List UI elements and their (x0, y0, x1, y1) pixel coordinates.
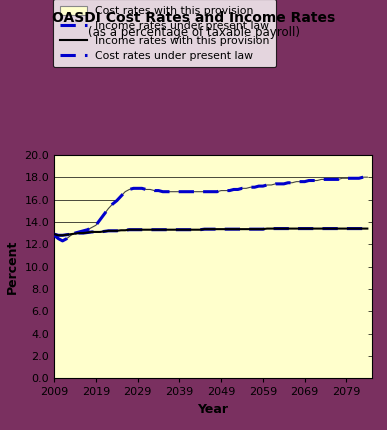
Text: OASDI Cost Rates and Income Rates: OASDI Cost Rates and Income Rates (52, 11, 335, 25)
Text: (as a percentage of taxable payroll): (as a percentage of taxable payroll) (87, 26, 300, 39)
Legend: Cost rates with this provision, Income rates under present law, Income rates wit: Cost rates with this provision, Income r… (53, 0, 276, 68)
X-axis label: Year: Year (197, 403, 228, 416)
Y-axis label: Percent: Percent (6, 240, 19, 294)
